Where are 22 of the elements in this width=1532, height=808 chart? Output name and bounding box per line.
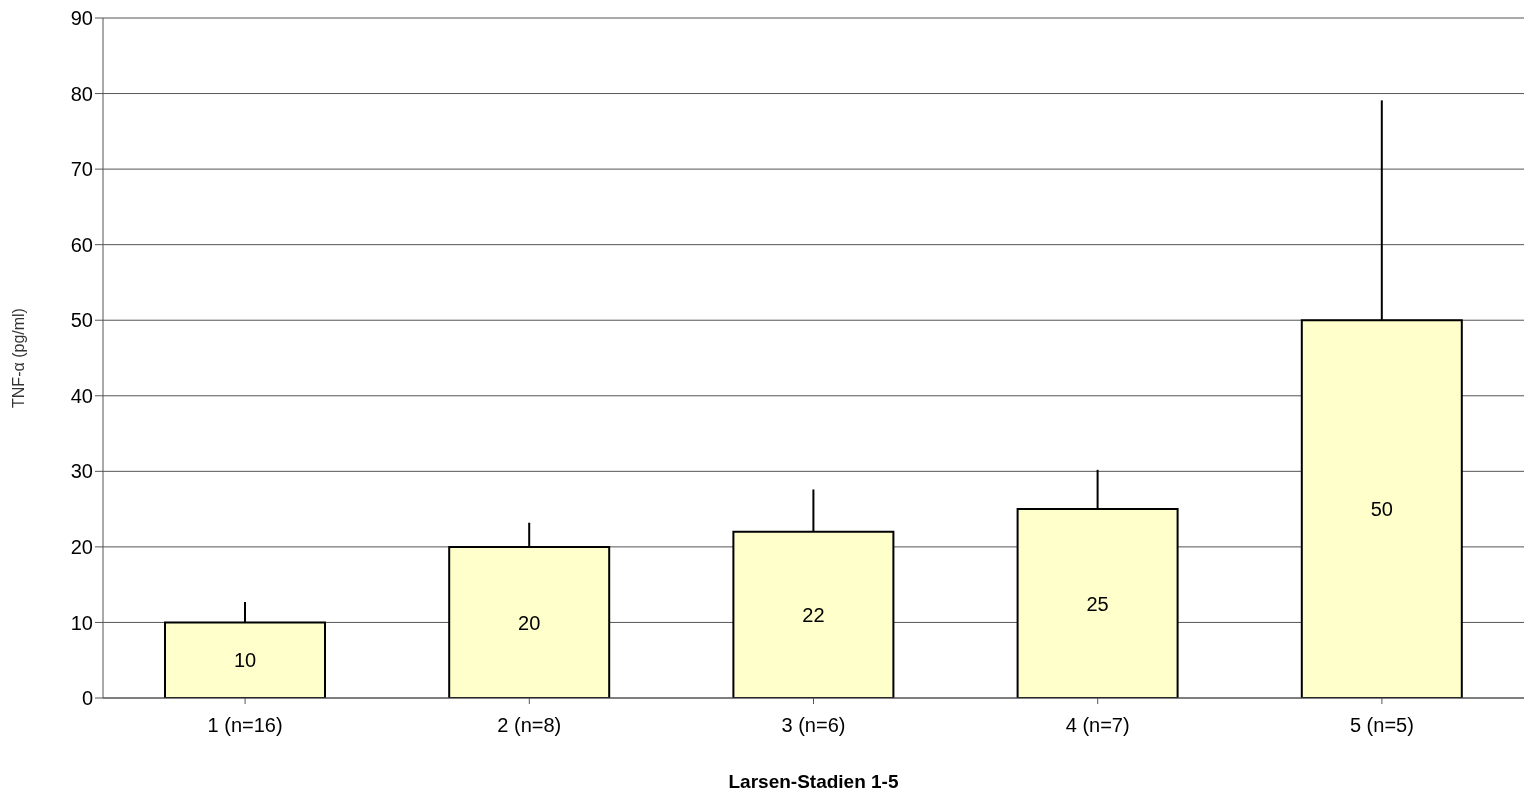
y-axis-title: TNF-α (pg/ml) — [9, 308, 27, 408]
y-tick-label: 80 — [70, 82, 93, 105]
x-tick-label: 5 (n=5) — [1349, 714, 1414, 737]
data-label: 20 — [518, 611, 541, 634]
x-axis-title: Larsen-Stadien 1-5 — [728, 771, 899, 792]
y-tick-label: 70 — [70, 158, 93, 181]
x-tick-label: 2 (n=8) — [497, 714, 562, 737]
y-tick-label: 10 — [70, 611, 93, 634]
data-label: 22 — [802, 603, 825, 626]
x-tick-label: 1 (n=16) — [207, 714, 283, 737]
y-tick-label: 30 — [70, 460, 93, 483]
data-label: 25 — [1086, 592, 1109, 615]
y-tick-label: 20 — [70, 535, 93, 558]
x-tick-label: 3 (n=6) — [781, 714, 846, 737]
data-label: 50 — [1370, 498, 1393, 521]
y-tick-label: 60 — [70, 233, 93, 256]
y-tick-label: 40 — [70, 384, 93, 407]
y-tick-label: 0 — [81, 687, 93, 710]
data-label: 10 — [233, 649, 257, 672]
y-tick-label: 90 — [70, 7, 93, 30]
y-tick-label: 50 — [70, 309, 93, 332]
x-tick-label: 4 (n=7) — [1065, 714, 1130, 737]
